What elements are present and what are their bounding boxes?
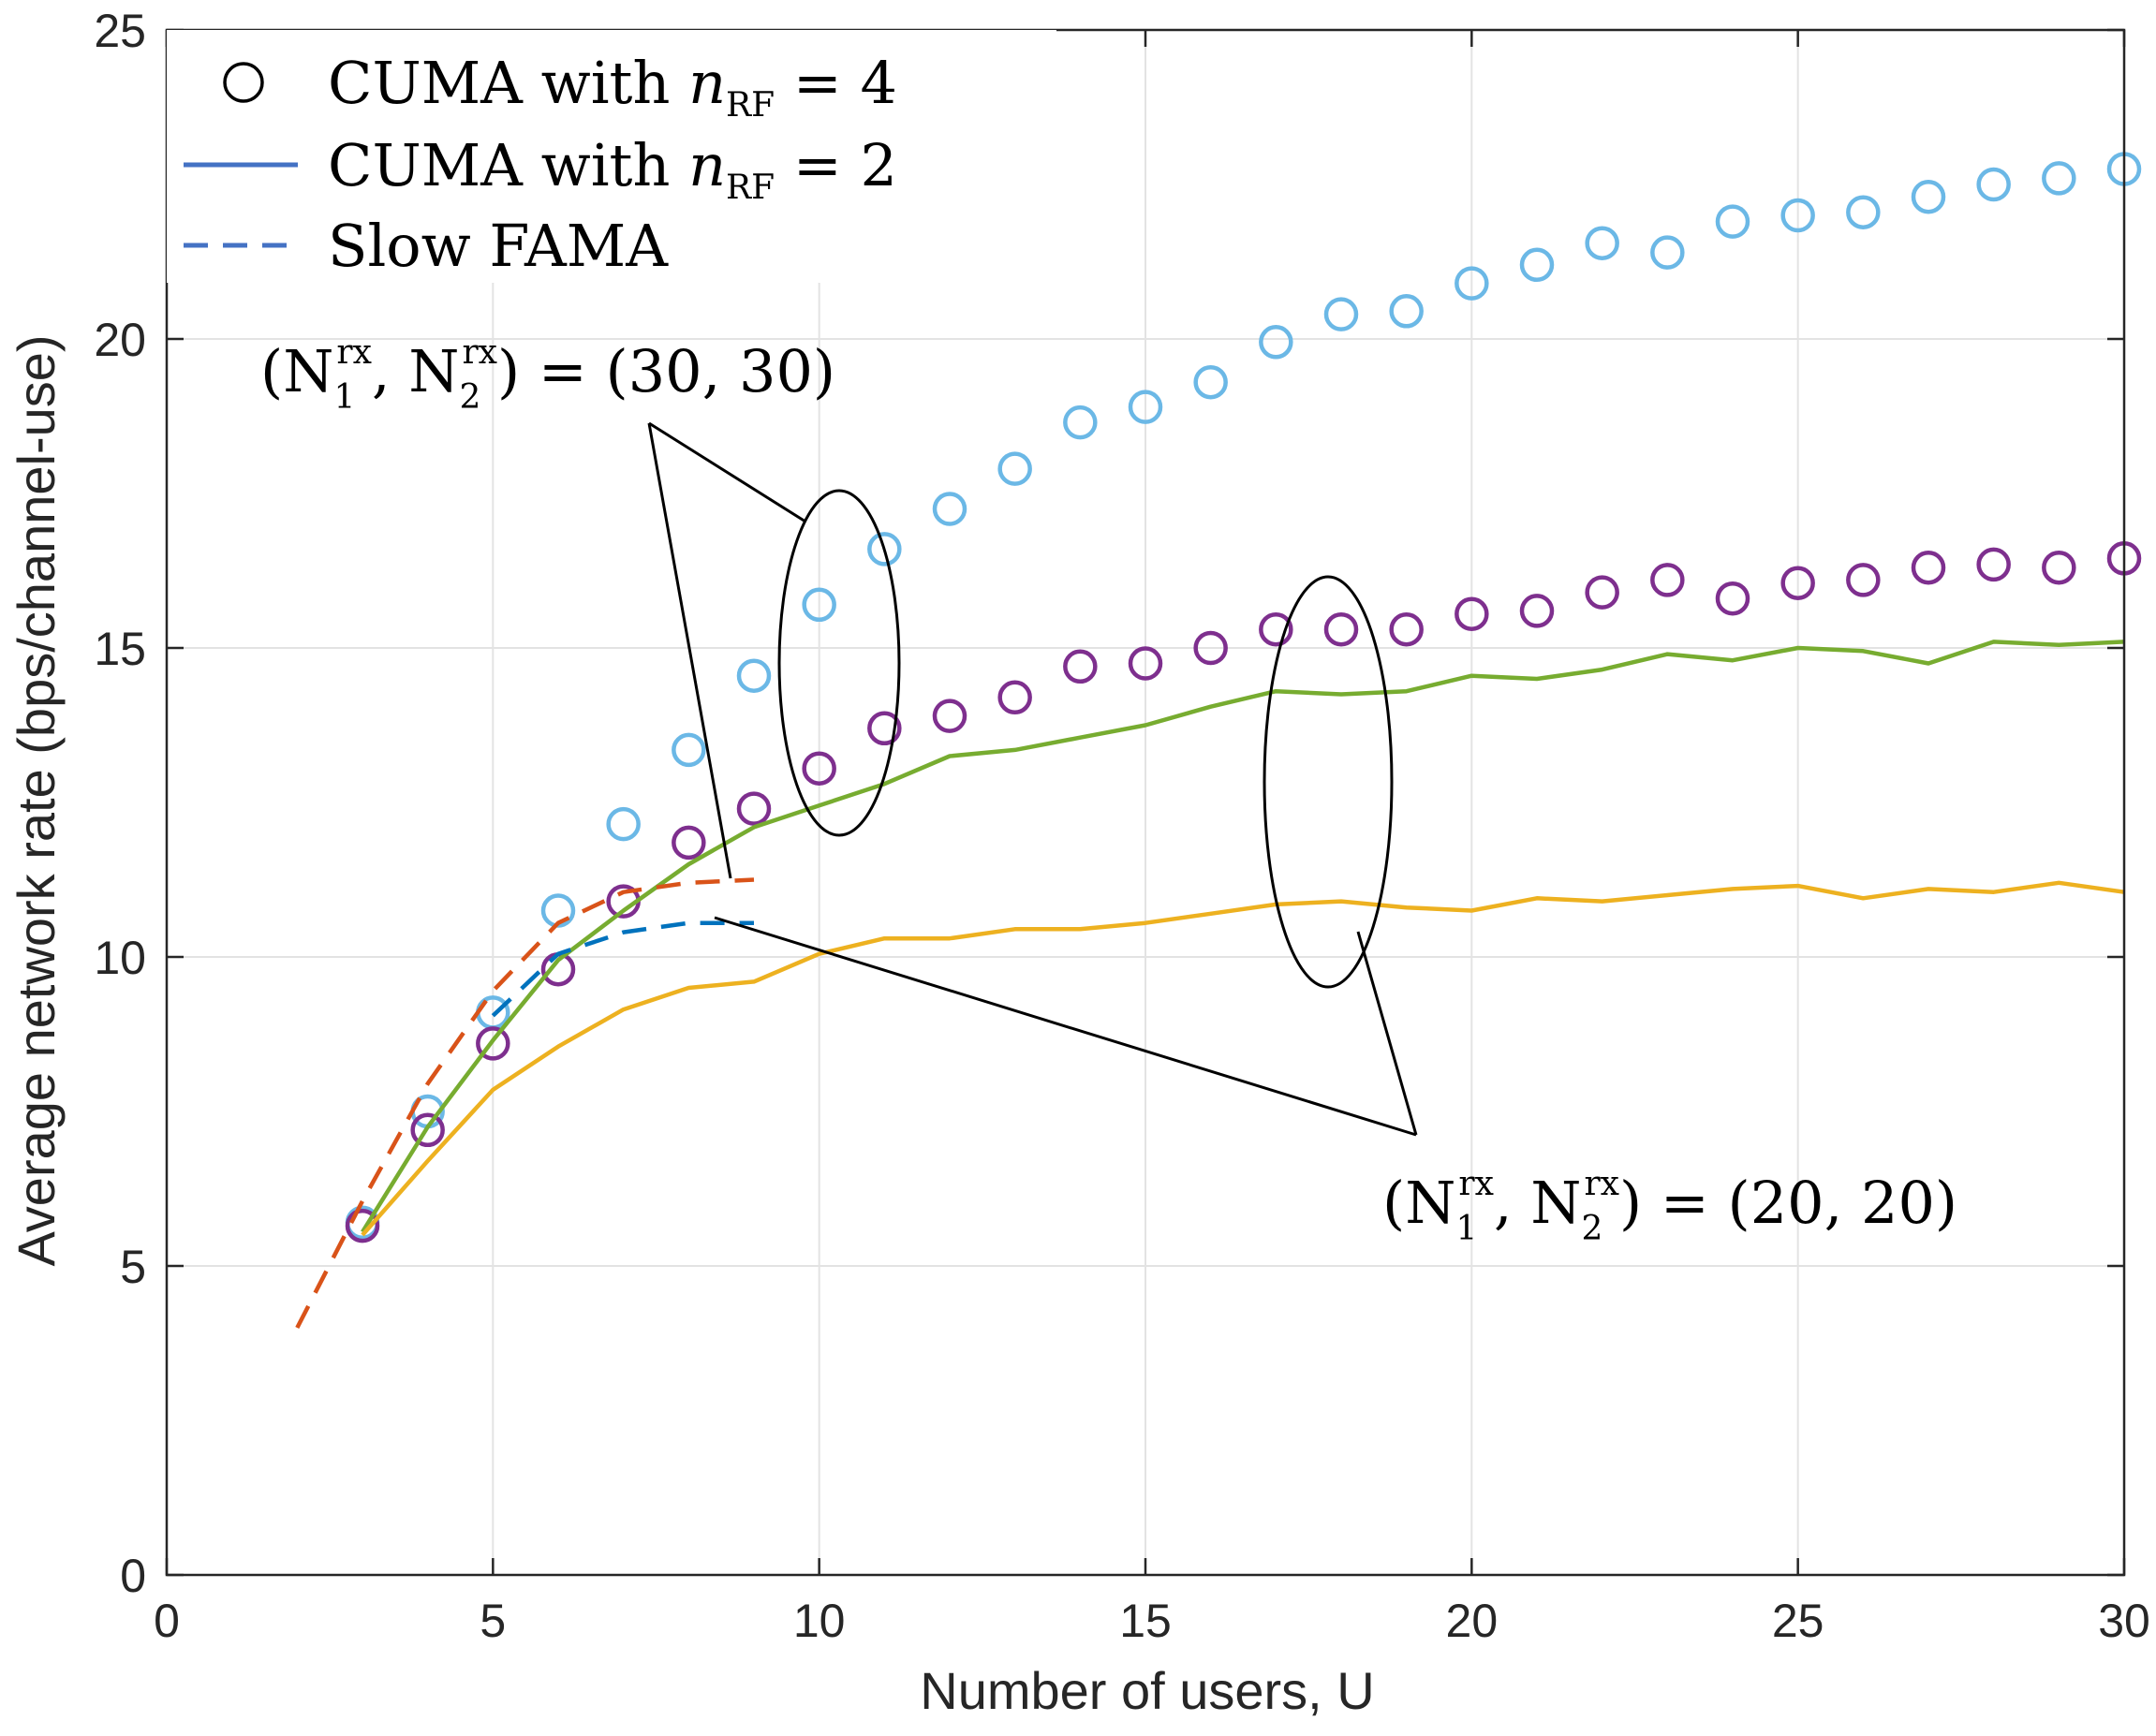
data-point bbox=[1585, 575, 1619, 610]
data-point bbox=[1650, 235, 1685, 270]
data-point bbox=[1519, 247, 1555, 283]
data-point bbox=[1063, 649, 1098, 684]
data-point bbox=[1780, 198, 1815, 233]
data-point bbox=[1650, 563, 1685, 597]
x-tick-label: 15 bbox=[1119, 1595, 1172, 1647]
series-5 bbox=[491, 920, 754, 1018]
y-tick-label: 0 bbox=[120, 1550, 146, 1602]
x-axis-title: Number of users, U bbox=[920, 1661, 1375, 1720]
data-point bbox=[997, 451, 1032, 486]
series-line bbox=[361, 640, 2125, 1233]
leader-30-a bbox=[648, 421, 806, 523]
leader-20-b bbox=[714, 916, 1417, 1137]
data-point bbox=[1715, 581, 1750, 616]
data-point bbox=[1846, 195, 1881, 229]
data-point bbox=[1128, 646, 1163, 681]
data-point bbox=[1128, 390, 1163, 424]
data-point bbox=[1911, 550, 1946, 585]
x-tick-label: 10 bbox=[793, 1595, 846, 1647]
data-point bbox=[1715, 204, 1750, 239]
legend-marker-circle bbox=[223, 62, 264, 103]
legend-label-1: CUMA with nRF = 2 bbox=[328, 131, 897, 207]
data-point bbox=[1976, 547, 2011, 582]
series-0 bbox=[345, 152, 2142, 1241]
x-tick-label: 30 bbox=[2098, 1595, 2150, 1647]
legend: CUMA with nRF = 4 CUMA with nRF = 2 Slow… bbox=[167, 30, 1056, 283]
y-tick-label: 5 bbox=[120, 1241, 146, 1293]
series-1 bbox=[345, 541, 2142, 1243]
legend-label-0: CUMA with nRF = 4 bbox=[328, 49, 897, 125]
annotation-20: (N1rx, N2rx) = (20, 20) bbox=[1382, 1165, 1957, 1248]
y-tick-label: 15 bbox=[94, 623, 146, 675]
data-point bbox=[1323, 297, 1359, 331]
legend-label-2: Slow FAMA bbox=[328, 212, 669, 280]
data-point bbox=[1389, 294, 1424, 329]
data-point bbox=[1193, 630, 1228, 666]
data-point bbox=[1976, 167, 2011, 202]
data-point bbox=[997, 680, 1032, 715]
data-point bbox=[1193, 364, 1228, 400]
leader-20-a bbox=[1356, 931, 1418, 1136]
y-axis-title: Average network rate (bps/channel-use) bbox=[7, 334, 66, 1266]
dashed-series-line bbox=[295, 877, 755, 1330]
x-tick-label: 0 bbox=[154, 1595, 180, 1647]
y-tick-label: 20 bbox=[94, 314, 146, 366]
x-tick-label: 20 bbox=[1446, 1595, 1499, 1647]
data-point bbox=[736, 658, 772, 693]
data-point bbox=[345, 1208, 380, 1243]
data-point bbox=[867, 532, 902, 566]
series-layer bbox=[295, 152, 2142, 1330]
data-point bbox=[1063, 405, 1098, 440]
data-point bbox=[1455, 596, 1489, 631]
data-point bbox=[1259, 611, 1293, 647]
data-point bbox=[1259, 325, 1293, 360]
series-4 bbox=[295, 877, 755, 1330]
data-point bbox=[2042, 161, 2076, 196]
data-point bbox=[1323, 611, 1359, 647]
annotation-ellipse-20 bbox=[1263, 575, 1394, 989]
leader-30-b bbox=[647, 422, 732, 879]
plot-frame bbox=[165, 28, 2126, 1577]
annotation-30: (N1rx, N2rx) = (30, 30) bbox=[260, 333, 835, 417]
x-tick-label: 5 bbox=[480, 1595, 506, 1647]
y-tick-label: 10 bbox=[94, 932, 146, 984]
axes: 0 5 10 15 20 25 30 0 5 10 15 20 25 bbox=[94, 5, 2149, 1647]
data-point bbox=[932, 699, 967, 733]
data-point bbox=[867, 711, 902, 746]
data-point bbox=[932, 492, 967, 526]
data-point bbox=[1519, 594, 1555, 628]
data-point bbox=[672, 825, 706, 861]
annotation-ellipse-30 bbox=[777, 489, 901, 837]
data-point bbox=[672, 732, 706, 768]
data-point bbox=[802, 587, 836, 623]
series-2 bbox=[361, 640, 2125, 1233]
data-point bbox=[476, 1026, 510, 1061]
data-point bbox=[736, 791, 772, 826]
series-line bbox=[361, 880, 2125, 1237]
data-point bbox=[1585, 226, 1619, 260]
dashed-series-line bbox=[491, 920, 754, 1018]
x-tick-label: 25 bbox=[1772, 1595, 1824, 1647]
data-point bbox=[1911, 179, 1946, 214]
data-point bbox=[1780, 566, 1815, 600]
data-point bbox=[802, 751, 836, 786]
data-point bbox=[410, 1112, 445, 1148]
data-point bbox=[2042, 550, 2076, 585]
data-point bbox=[606, 806, 641, 842]
annotation-shapes bbox=[647, 421, 1418, 1137]
data-point bbox=[1389, 611, 1424, 647]
data-point bbox=[1846, 563, 1881, 597]
data-point bbox=[1455, 266, 1489, 301]
series-3 bbox=[361, 880, 2125, 1237]
y-tick-label: 25 bbox=[94, 5, 146, 57]
